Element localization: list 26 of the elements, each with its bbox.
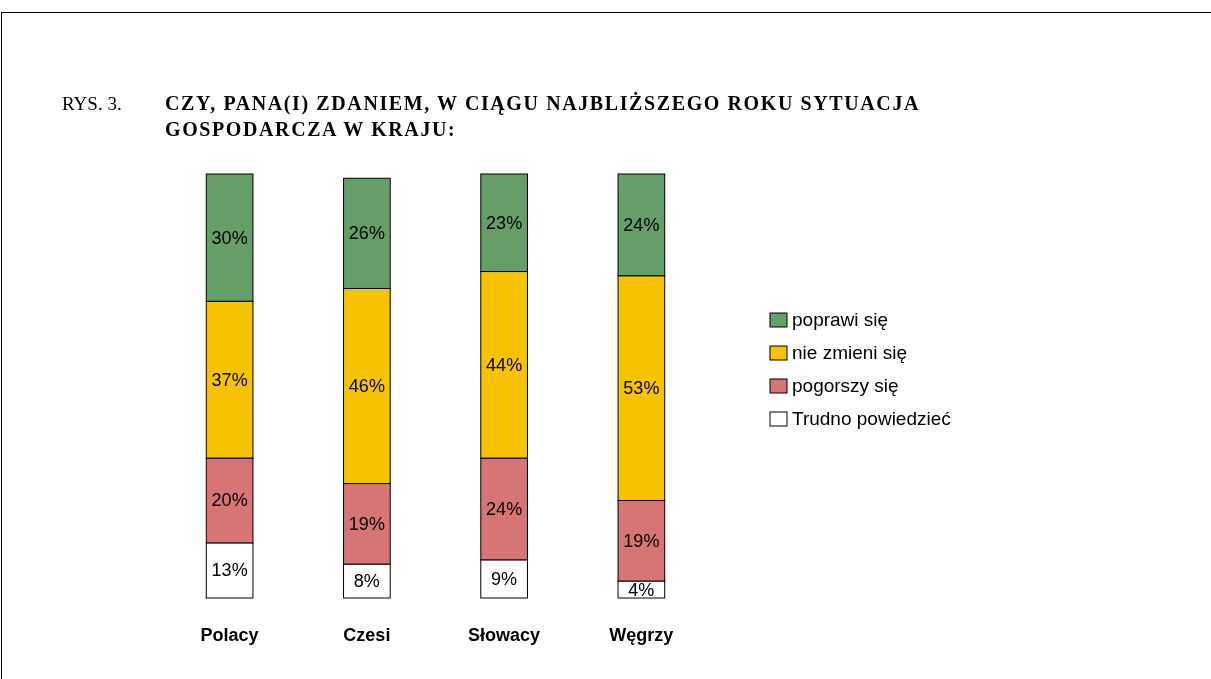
data-label: 44% [486, 354, 523, 375]
chart-title: CZY, PANA(I) ZDANIEM, W CIĄGU NAJBLIŻSZEGO ROKU SYTUACJA GOSPODARCZA W KRAJU: [165, 91, 921, 140]
data-label: 9% [491, 568, 518, 589]
x-tick-label: Czesi [343, 625, 391, 645]
x-tick-label: Węgrzy [609, 625, 674, 645]
data-label: 26% [348, 223, 385, 244]
data-label: 24% [623, 214, 660, 235]
data-label: 19% [623, 530, 660, 551]
legend-label: pogorszy się [792, 375, 899, 396]
legend-label: Trudno powiedzieć [792, 408, 951, 429]
data-label: 19% [348, 513, 385, 534]
text: RYS. 3. [62, 93, 122, 114]
data-label: 4% [628, 579, 655, 600]
legend-label: nie zmieni się [792, 342, 908, 363]
data-label: 20% [211, 490, 248, 511]
data-label: 23% [486, 212, 523, 233]
data-label: 8% [353, 571, 380, 592]
data-label: 13% [211, 560, 248, 581]
data-label: 46% [348, 376, 385, 396]
x-tick-label: Polacy [200, 625, 259, 645]
data-label: 37% [211, 369, 248, 390]
data-label: 30% [211, 227, 248, 248]
data-label: 53% [623, 378, 660, 399]
x-tick-label: Słowacy [468, 625, 541, 645]
legend-label: poprawi się [792, 309, 889, 330]
data-label: 24% [486, 498, 523, 519]
